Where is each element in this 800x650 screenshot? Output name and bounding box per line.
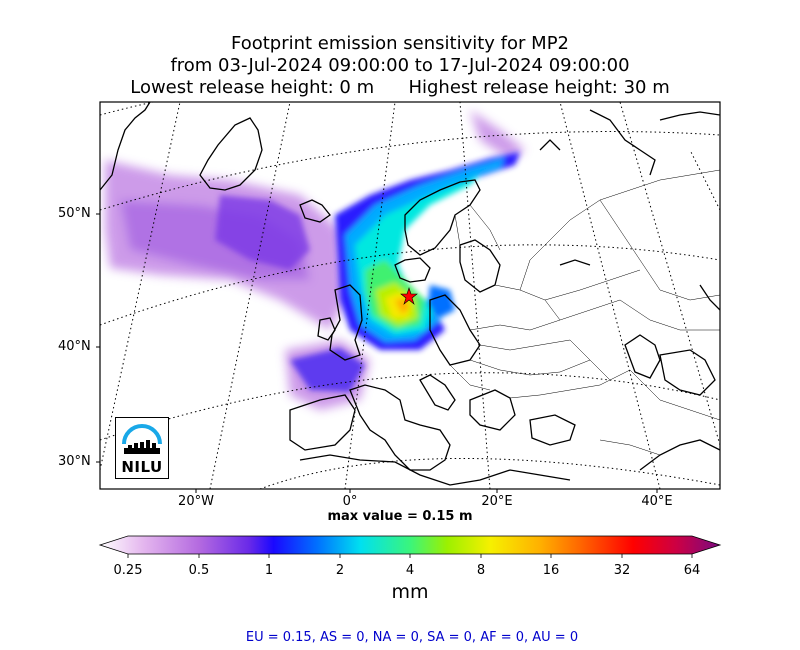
nilu-logo: NILU — [115, 417, 169, 479]
colorbar-tick-label: 2 — [335, 563, 345, 578]
coastlines — [100, 102, 720, 486]
colorbar-tick-label: 8 — [476, 563, 486, 578]
colorbar-tick-label: 1 — [264, 563, 274, 578]
release-site-star — [400, 287, 418, 305]
colorbar-tick-label: 4 — [405, 563, 415, 578]
lat-label-40n: 40°N — [58, 339, 91, 354]
colorbar-ticks — [127, 554, 693, 558]
colorbar-gradient — [98, 535, 722, 555]
axis-ticks — [96, 213, 658, 493]
lat-label-30n: 30°N — [58, 454, 91, 469]
lat-label-50n: 50°N — [58, 206, 91, 221]
max-value-label: max value = 0.15 m — [327, 509, 473, 524]
colorbar-tick-label: 0.5 — [188, 563, 210, 578]
colorbar-tick-label: 16 — [542, 563, 560, 578]
colorbar-tick-label: 0.25 — [113, 563, 143, 578]
country-borders — [449, 169, 720, 456]
title-line-3: Lowest release height: 0 m Highest relea… — [130, 77, 670, 98]
lon-label-0: 0° — [342, 494, 358, 509]
colorbar-units: mm — [391, 581, 429, 603]
nilu-logo-mark — [122, 424, 162, 454]
map-frame — [99, 101, 721, 490]
lon-label-20e: 20°E — [481, 494, 513, 509]
graticule — [100, 102, 720, 489]
map-plot-area — [100, 102, 720, 489]
lon-label-20w: 20°W — [178, 494, 214, 509]
colorbar-tick-label: 64 — [683, 563, 701, 578]
regional-totals: EU = 0.15, AS = 0, NA = 0, SA = 0, AF = … — [245, 630, 579, 645]
emission-sensitivity-field — [105, 110, 525, 410]
colorbar — [98, 535, 722, 558]
title-line-2: from 03-Jul-2024 09:00:00 to 17-Jul-2024… — [170, 55, 630, 76]
nilu-logo-text: NILU — [121, 458, 163, 476]
lon-label-40e: 40°E — [641, 494, 673, 509]
colorbar-tick-label: 32 — [613, 563, 631, 578]
title-line-1: Footprint emission sensitivity for MP2 — [230, 33, 569, 54]
